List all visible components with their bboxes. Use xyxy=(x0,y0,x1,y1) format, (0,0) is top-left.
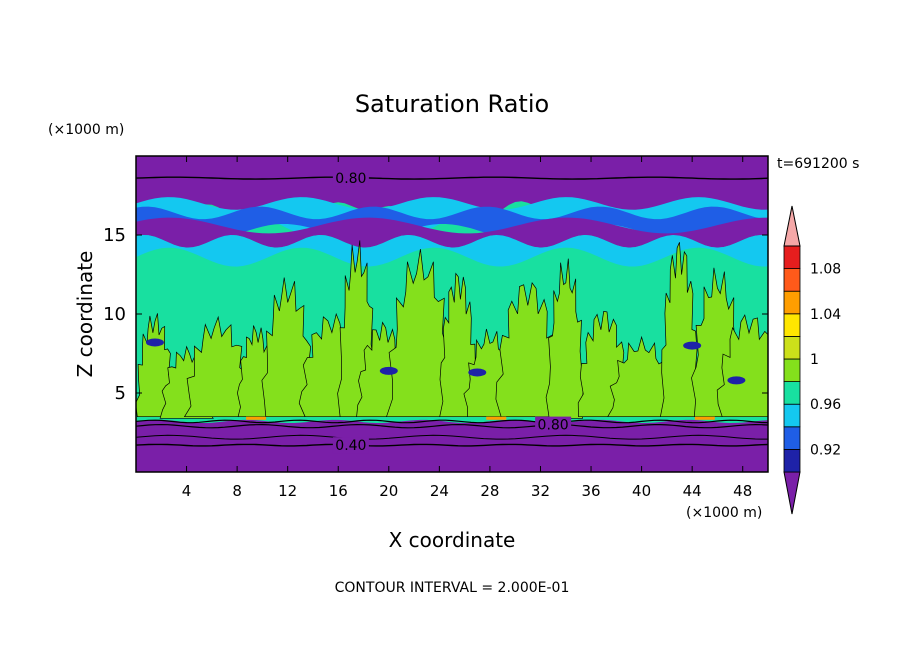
upper-blue-layer xyxy=(136,206,768,240)
cloud-region xyxy=(545,258,586,419)
y-tick-label: 15 xyxy=(103,225,126,246)
x-tick-label: 48 xyxy=(733,482,752,500)
y-axis-ticks: 5 10 15 xyxy=(103,225,768,404)
colorbar-box xyxy=(783,381,801,405)
x-tick-label: 28 xyxy=(480,482,499,500)
contour-field: 0.80 0.80 0.40 xyxy=(136,156,768,472)
x-tick-label: 32 xyxy=(531,482,550,500)
contour-label-bg xyxy=(332,437,369,454)
contour-line xyxy=(136,443,768,447)
contour-label-bg xyxy=(535,416,572,433)
supersaturation-mark xyxy=(694,416,715,420)
contour-line xyxy=(136,434,768,440)
time-label: t=691200 s xyxy=(777,156,859,172)
contour-label: 0.80 xyxy=(538,418,569,434)
contour-line xyxy=(136,176,768,180)
contour-interval-note: CONTOUR INTERVAL = 2.000E-01 xyxy=(335,580,570,596)
x-axis-label: X coordinate xyxy=(389,528,516,552)
colorbar-label: 1.04 xyxy=(810,307,841,323)
chart-title: Saturation Ratio xyxy=(355,90,549,118)
colorbar-label: 1.08 xyxy=(810,262,841,278)
x-tick-label: 40 xyxy=(632,482,651,500)
contour-label: 0.80 xyxy=(335,171,366,187)
colorbar-max-arrow xyxy=(783,205,801,247)
x-tick-label: 24 xyxy=(430,482,449,500)
lower-cyan-band xyxy=(136,235,768,267)
colorbar-box xyxy=(783,358,801,383)
colorbar-box xyxy=(783,268,801,292)
x-tick-label: 20 xyxy=(379,482,398,500)
y-axis-label: Z coordinate xyxy=(73,251,97,378)
dry-pocket xyxy=(379,366,398,375)
contour-line xyxy=(136,423,768,429)
x-tick-label: 36 xyxy=(581,482,600,500)
dry-pocket xyxy=(145,338,164,347)
contour-line xyxy=(136,419,768,424)
colorbar: 0.92 0.96 1 1.04 1.08 xyxy=(783,205,841,515)
dry-pocket xyxy=(468,368,487,377)
colorbar-box xyxy=(783,313,801,337)
colorbar-label: 0.92 xyxy=(810,442,841,458)
colorbar-min-arrow xyxy=(783,471,801,515)
x-tick-label: 12 xyxy=(278,482,297,500)
supersaturation-mark xyxy=(246,416,267,420)
colorbar-box xyxy=(783,290,801,315)
colorbar-box xyxy=(783,335,801,360)
cloud-region xyxy=(716,314,768,418)
x-tick-label: 8 xyxy=(232,482,242,500)
colorbar-label: 0.96 xyxy=(810,397,841,413)
x-tick-label: 4 xyxy=(182,482,192,500)
x-axis-ticks: 4 8 12 16 20 24 28 32 36 40 44 48 xyxy=(182,156,752,500)
colorbar-box xyxy=(783,403,801,428)
colorbar-box xyxy=(783,245,801,270)
y-tick-label: 5 xyxy=(115,383,126,404)
y-tick-label: 10 xyxy=(103,304,126,325)
contour-label: 0.40 xyxy=(335,438,366,454)
x-tick-label: 16 xyxy=(329,482,348,500)
colorbar-box xyxy=(783,426,801,450)
x-unit-label: (×1000 m) xyxy=(686,505,762,521)
supersaturation-mark xyxy=(486,416,507,420)
x-tick-label: 44 xyxy=(683,482,702,500)
y-unit-label: (×1000 m) xyxy=(48,122,124,138)
contour-label-bg xyxy=(332,170,369,187)
upper-dry-band xyxy=(136,217,768,248)
colorbar-label: 1 xyxy=(810,352,819,368)
colorbar-box xyxy=(783,448,801,473)
dry-pocket xyxy=(683,341,702,350)
dry-pocket xyxy=(727,376,746,385)
